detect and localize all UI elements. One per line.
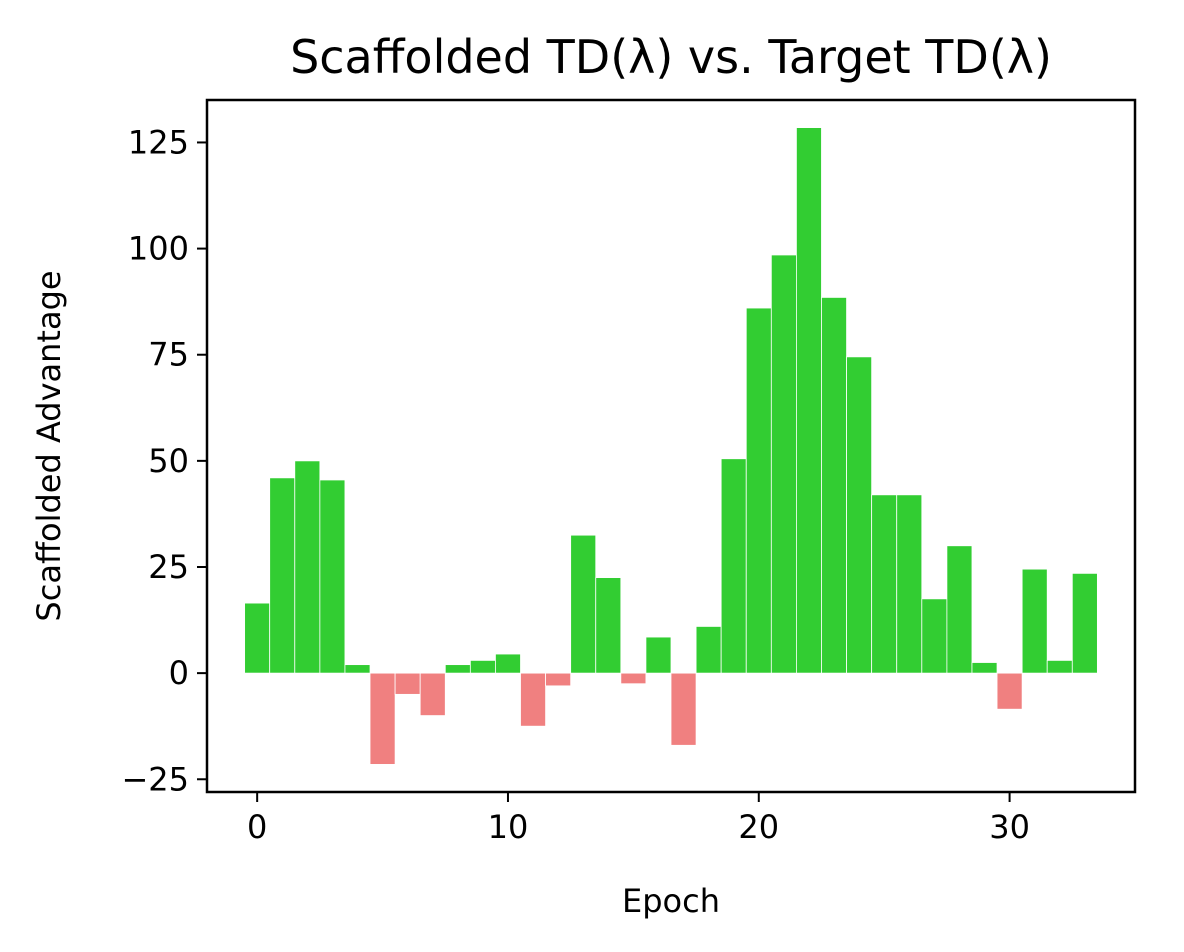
bar-epoch-28 [946,545,973,674]
bar-epoch-23 [821,297,847,674]
bar-epoch-2 [294,460,321,674]
bar-epoch-32 [1046,659,1073,674]
bar-epoch-20 [745,307,772,674]
bar-epoch-5 [369,672,396,765]
bar-epoch-16 [645,636,672,674]
y-tick-label: −25 [121,760,189,798]
bar-epoch-10 [495,653,521,674]
bar-epoch-7 [419,672,446,716]
bar-epoch-8 [444,664,471,674]
bar-epoch-0 [244,602,271,674]
y-tick-label: 50 [148,442,189,480]
y-tick-label: 0 [169,654,189,692]
bar-epoch-6 [394,672,421,695]
bar-epoch-15 [620,672,647,685]
x-tick-label: 20 [738,808,779,846]
bar-epoch-27 [921,598,948,674]
bar-epoch-1 [269,477,296,674]
bar-epoch-24 [846,356,873,674]
bar-epoch-26 [896,494,923,674]
bar-epoch-12 [545,672,572,687]
y-tick-label: 25 [148,548,189,586]
x-tick-label: 0 [247,808,267,846]
y-tick-label: 100 [128,230,189,268]
bar-epoch-33 [1071,572,1098,674]
y-tick-label: 75 [148,336,189,374]
bar-epoch-31 [1021,568,1048,674]
bar-epoch-29 [971,662,998,674]
y-axis-label: Scaffolded Advantage [30,270,68,621]
x-tick-label: 10 [488,808,529,846]
bar-epoch-14 [595,577,622,674]
plot-frame [205,98,1137,794]
y-axis: −25 0 25 50 75 100 125 [121,123,207,798]
bar-epoch-4 [344,664,371,674]
y-tick-label: 125 [128,123,189,161]
bar-epoch-13 [570,534,597,674]
bar-epoch-22 [796,127,822,674]
bar-epoch-21 [770,254,797,674]
bar-epoch-18 [695,626,722,674]
chart-title: Scaffolded TD(λ) vs. Target TD(λ) [290,30,1052,84]
x-axis-label: Epoch [622,882,720,920]
bar-epoch-30 [996,672,1023,710]
bar-epoch-11 [520,672,546,727]
bar-epoch-25 [871,494,898,674]
bar-epoch-19 [720,458,747,674]
bar-epoch-17 [670,672,697,746]
bar-epoch-3 [319,479,346,674]
x-axis: 0 10 20 30 [247,792,1030,846]
x-tick-label: 30 [989,808,1030,846]
bar-epoch-9 [469,659,496,674]
bar-series [244,127,1098,765]
